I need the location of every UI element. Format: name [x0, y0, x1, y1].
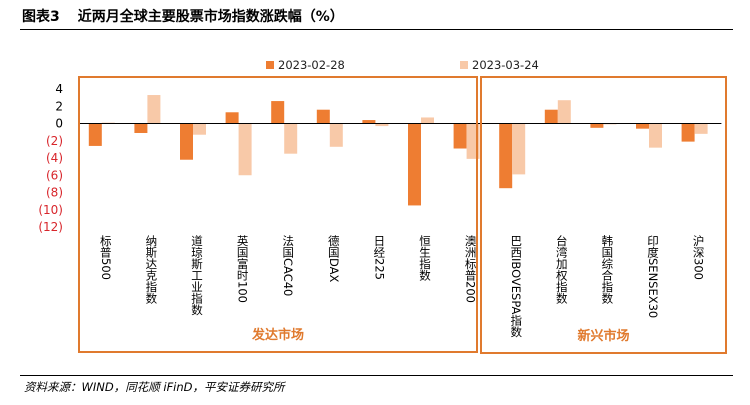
x-tick-label: 恒生指数 — [418, 235, 432, 282]
x-tick-label: 印度SENSEX30 — [646, 235, 660, 318]
bar-series-1 — [225, 112, 239, 124]
bar-series-2 — [512, 123, 526, 175]
bar-series-2 — [694, 123, 708, 134]
y-tick-label: (8) — [46, 186, 63, 200]
y-tick-label: 2 — [55, 99, 63, 113]
bar-series-1 — [408, 123, 421, 206]
x-tick-label: 台湾加权指数 — [555, 234, 569, 305]
bottom-rule — [20, 375, 733, 376]
bar-series-1 — [88, 123, 102, 146]
bar-series-1 — [180, 123, 193, 160]
x-tick-label: 韩国综合指数 — [600, 234, 614, 305]
x-tick-label: 道琼斯工业指数 — [190, 234, 204, 316]
x-tick-label: 英国富时100 — [236, 234, 250, 303]
bar-series-2 — [329, 123, 343, 147]
x-tick-label: 纳斯达克指数 — [144, 235, 158, 305]
bar-series-1 — [499, 123, 513, 189]
group-frame-2 — [480, 76, 727, 354]
bar-series-1 — [316, 109, 330, 124]
x-tick-label: 法国CAC40 — [281, 234, 295, 296]
legend-label-1: 2023-02-28 — [278, 58, 345, 72]
y-tick-label: (4) — [46, 151, 63, 165]
bar-series-2 — [649, 123, 662, 148]
bar-series-2 — [375, 123, 389, 127]
bar-series-2 — [557, 100, 571, 124]
bar-series-1 — [453, 123, 467, 149]
bar-series-1 — [134, 123, 148, 133]
x-tick-label: 德国DAX — [327, 234, 341, 282]
y-tick-label: 4 — [55, 82, 63, 96]
group-frame-1 — [78, 76, 478, 353]
bar-series-2 — [421, 117, 434, 124]
top-rule — [20, 29, 733, 30]
y-tick-label: (2) — [46, 134, 63, 148]
x-tick-label: 澳洲标普200 — [464, 235, 478, 303]
legend-label-2: 2023-03-24 — [472, 58, 539, 72]
group-label-2: 新兴市场 — [577, 328, 629, 344]
bar-series-1 — [271, 101, 285, 124]
source-note: 资料来源：WIND，同花顺 iFinD，平安证券研究所 — [24, 380, 285, 394]
group-label-1: 发达市场 — [251, 327, 304, 343]
bar-series-1 — [636, 123, 649, 129]
figure-title: 图表3 近两月全球主要股票市场指数涨跌幅（%） — [22, 6, 344, 26]
bar-chart: 2023-02-28 2023-03-24 4 2 0 (2) (4) (6) (8) (10) (… — [38, 58, 727, 354]
bar-series-1 — [362, 120, 376, 124]
y-tick-label: (12) — [38, 220, 63, 234]
bar-series-2 — [284, 123, 298, 154]
bar-series-2 — [193, 123, 206, 135]
legend-swatch-1 — [266, 61, 274, 69]
x-tick-label: 标普500 — [99, 235, 113, 280]
y-tick-label: (6) — [46, 168, 63, 182]
bar-series-2 — [147, 95, 161, 124]
y-tick-label: 0 — [55, 117, 63, 131]
bar-series-2 — [238, 123, 252, 176]
x-tick-label: 日经225 — [372, 235, 386, 280]
figure-title-text: 近两月全球主要股票市场指数涨跌幅（%） — [77, 9, 344, 25]
bar-series-1 — [681, 123, 695, 142]
x-tick-label: 巴西IBOVESPA指数 — [509, 235, 523, 338]
x-tick-label: 沪深300 — [692, 234, 706, 280]
figure-number: 图表3 — [22, 9, 60, 25]
legend-swatch-2 — [460, 61, 468, 69]
bar-series-1 — [590, 123, 604, 128]
bar-series-1 — [544, 109, 558, 124]
y-tick-label: (10) — [38, 203, 63, 217]
